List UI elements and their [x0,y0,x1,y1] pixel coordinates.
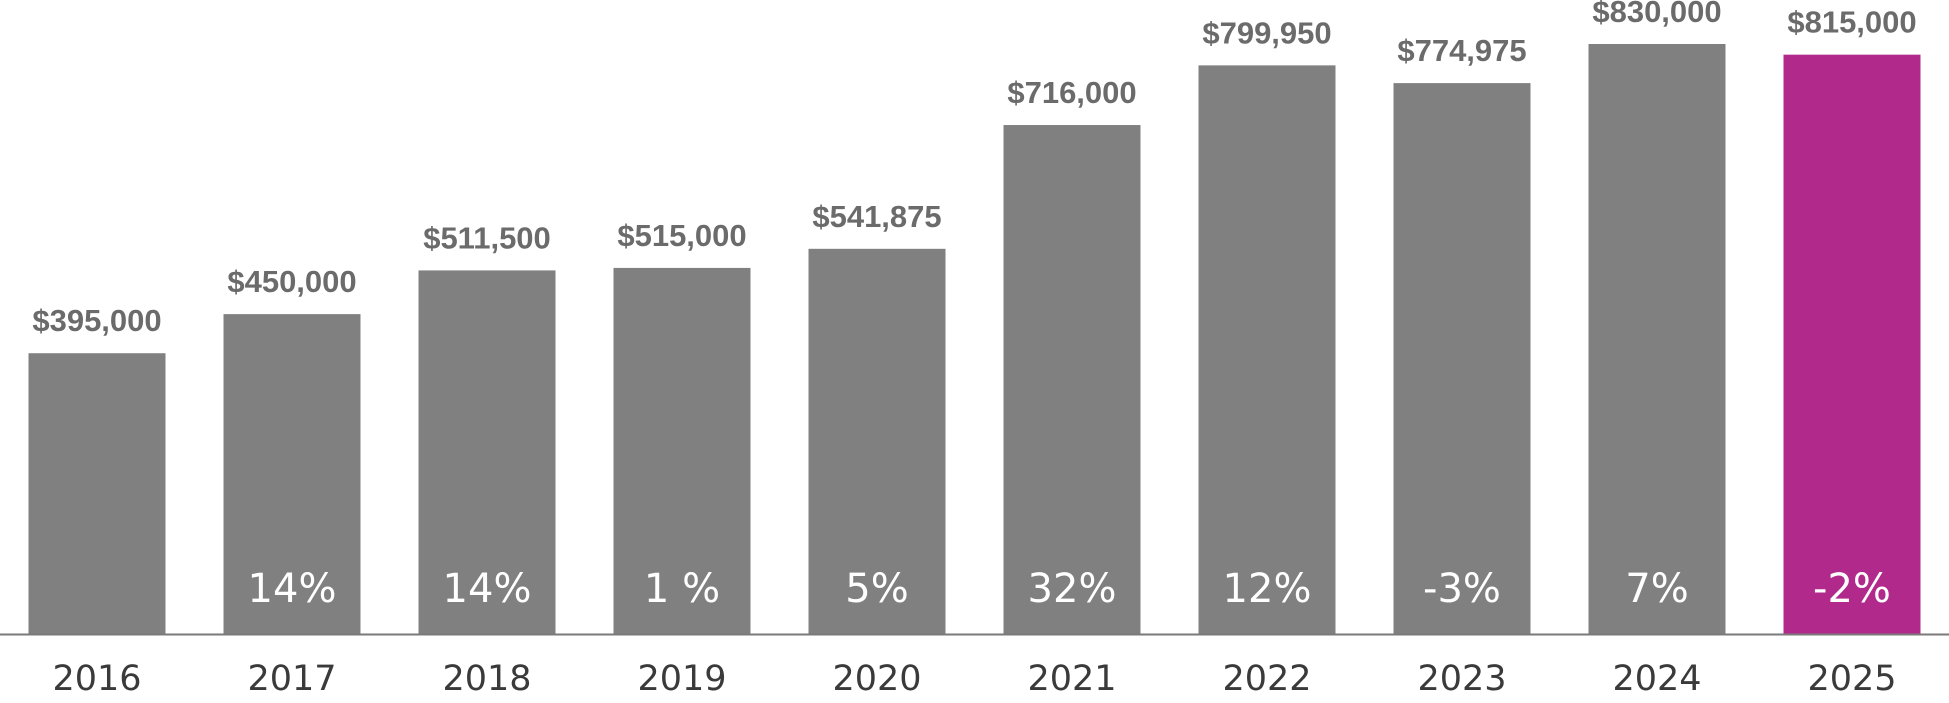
year-label-2020: 2020 [832,659,921,699]
change-label-2020: 5% [845,566,908,612]
bar-2016 [28,353,166,634]
bar-2019 [613,267,751,634]
bar-2025 [1783,54,1921,634]
value-label-2016: $395,000 [32,303,161,338]
change-label-2019: 1 % [644,566,720,612]
change-label-2018: 14% [443,566,532,612]
bar-2023 [1393,83,1531,635]
change-label-2024: 7% [1625,566,1688,612]
year-label-2017: 2017 [247,659,336,699]
change-label-2025: -2% [1813,566,1891,612]
bars-group [28,44,1921,635]
year-labels-group: 2016 2017 2018 2019 2020 2021 2022 2023 2024 2025 [52,659,1896,699]
value-label-2025: $815,000 [1787,5,1916,40]
change-label-2022: 12% [1223,566,1312,612]
value-label-2021: $716,000 [1007,75,1136,110]
change-label-2023: -3% [1423,566,1501,612]
year-label-2021: 2021 [1027,659,1116,699]
year-label-2018: 2018 [442,659,531,699]
value-label-2023: $774,975 [1397,33,1526,68]
year-label-2019: 2019 [637,659,726,699]
value-label-2018: $511,500 [423,220,551,255]
year-label-2024: 2024 [1612,659,1701,699]
bar-2021 [1003,125,1141,635]
bar-2022 [1198,65,1336,634]
value-label-2024: $830,000 [1592,0,1721,29]
value-label-2017: $450,000 [227,264,356,299]
value-label-2022: $799,950 [1202,15,1331,50]
change-label-2017: 14% [248,566,337,612]
value-label-2020: $541,875 [812,199,941,234]
year-label-2025: 2025 [1807,659,1896,699]
bar-2020 [808,248,946,634]
year-label-2023: 2023 [1417,659,1506,699]
bar-2018 [418,270,556,634]
year-label-2016: 2016 [52,659,141,699]
change-labels-group: 14% 14% 1 % 5% 32% 12% -3% 7% -2% [248,566,1891,612]
year-label-2022: 2022 [1222,659,1311,699]
bar-2017 [223,314,361,634]
bar-2024 [1588,44,1726,634]
value-label-2019: $515,000 [617,218,746,253]
value-labels-group: $395,000 $450,000 $511,500 $515,000 $541,875… [32,0,1916,338]
change-label-2021: 32% [1028,566,1117,612]
